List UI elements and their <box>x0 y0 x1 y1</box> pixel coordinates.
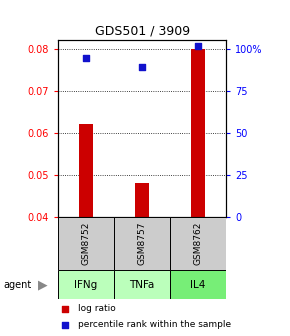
Text: GSM8762: GSM8762 <box>194 222 203 265</box>
Point <box>226 242 231 247</box>
Text: percentile rank within the sample: percentile rank within the sample <box>78 320 231 329</box>
Bar <box>58 270 114 299</box>
Point <box>226 96 231 102</box>
Point <box>84 55 88 60</box>
Bar <box>170 270 226 299</box>
Bar <box>58 217 114 270</box>
Text: GSM8757: GSM8757 <box>137 222 147 265</box>
Title: GDS501 / 3909: GDS501 / 3909 <box>95 25 190 38</box>
Text: IFNg: IFNg <box>75 280 98 290</box>
Text: agent: agent <box>3 280 31 290</box>
Point <box>140 64 144 70</box>
Point <box>196 43 200 48</box>
Text: GSM8752: GSM8752 <box>81 222 90 265</box>
Text: TNFa: TNFa <box>129 280 155 290</box>
Bar <box>114 217 170 270</box>
Text: IL4: IL4 <box>191 280 206 290</box>
Bar <box>79 124 93 217</box>
Bar <box>191 49 205 217</box>
Text: ▶: ▶ <box>38 278 47 291</box>
Bar <box>170 217 226 270</box>
Text: log ratio: log ratio <box>78 304 116 313</box>
Bar <box>135 183 149 217</box>
Bar <box>114 270 170 299</box>
